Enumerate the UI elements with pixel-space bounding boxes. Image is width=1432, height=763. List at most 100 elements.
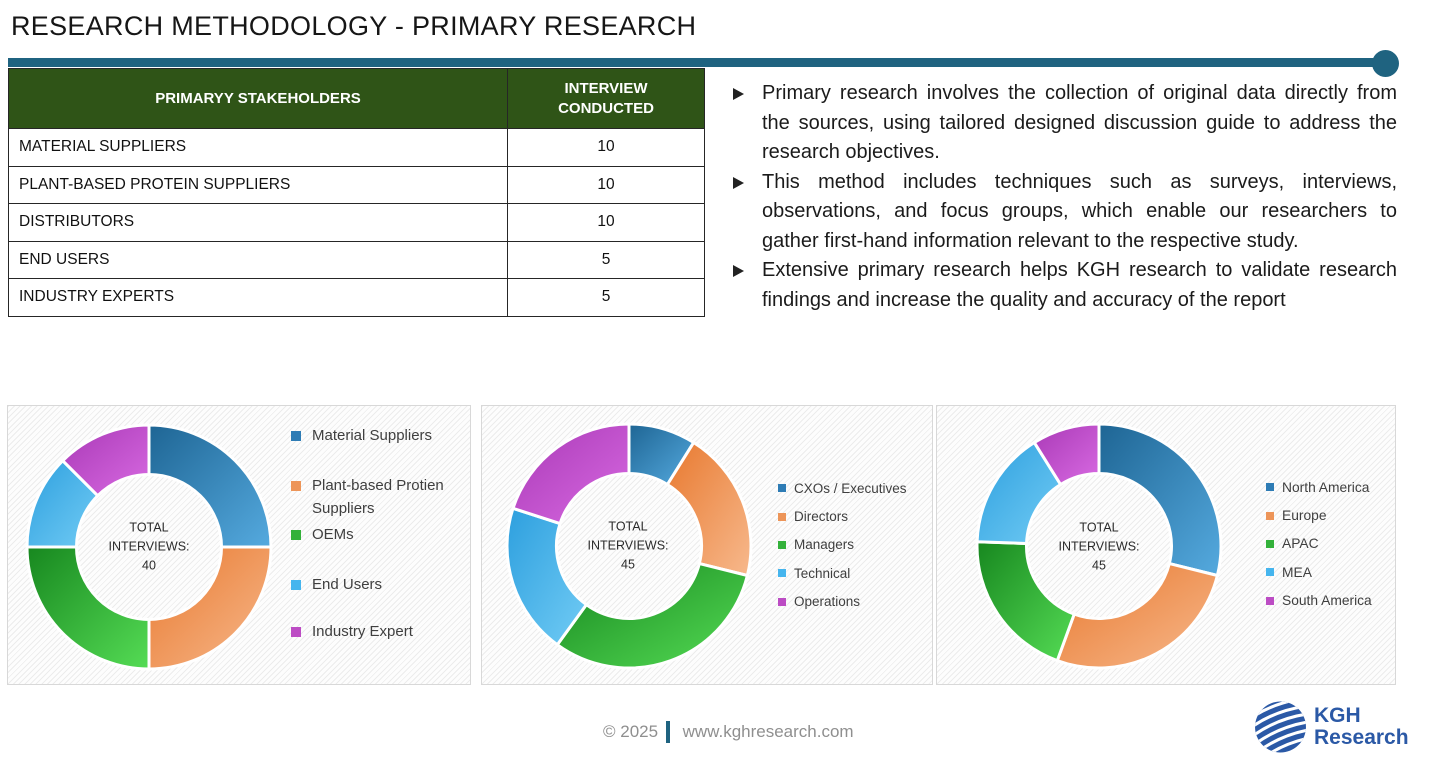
donut-slice-operations bbox=[511, 422, 631, 526]
designation-donut-chart bbox=[505, 422, 753, 670]
stakeholder-cell: PLANT-BASED PROTEIN SUPPLIERS bbox=[8, 165, 508, 204]
donut-slice-managers bbox=[555, 562, 749, 670]
title-divider-line bbox=[8, 58, 1376, 67]
legend-item: MEA bbox=[1266, 558, 1372, 586]
legend-item: Industry Expert bbox=[291, 620, 467, 643]
table-row: PLANT-BASED PROTEIN SUPPLIERS 10 bbox=[8, 165, 705, 204]
legend-label: MEA bbox=[1282, 564, 1312, 580]
donut-center-label: TOTAL INTERVIEWS: 45 bbox=[1058, 519, 1139, 576]
donut-slice-directors bbox=[665, 441, 753, 578]
stakeholder-table: PRIMARYY STAKEHOLDERS INTERVIEW CONDUCTE… bbox=[8, 68, 705, 317]
center-label-total: 45 bbox=[1092, 558, 1106, 573]
legend-swatch-icon bbox=[778, 484, 786, 493]
legend-item: Managers bbox=[778, 531, 907, 559]
designation-donut-panel: TOTAL INTERVIEWS: 45 CXOs / Executives D… bbox=[481, 405, 933, 685]
legend-swatch-icon bbox=[291, 481, 301, 491]
legend-label: APAC bbox=[1282, 536, 1319, 552]
footer-separator bbox=[666, 720, 670, 743]
stakeholder-donut-chart bbox=[25, 423, 273, 671]
donut-center-label: TOTAL INTERVIEWS: 45 bbox=[587, 518, 668, 575]
bullet-item: Primary research involves the collection… bbox=[731, 79, 1397, 168]
legend-label: Industry Expert bbox=[312, 623, 413, 640]
legend-item: Plant-based Protien Suppliers bbox=[291, 474, 467, 520]
table-header-row: PRIMARYY STAKEHOLDERS INTERVIEW CONDUCTE… bbox=[8, 68, 705, 129]
bullet-text: This method includes techniques such as … bbox=[762, 170, 1397, 252]
legend-label: South America bbox=[1282, 593, 1372, 609]
page-title: RESEARCH METHODOLOGY - PRIMARY RESEARCH bbox=[11, 11, 697, 41]
legend-item: End Users bbox=[291, 573, 467, 596]
bullet-item: This method includes techniques such as … bbox=[731, 168, 1397, 257]
legend-item: Directors bbox=[778, 502, 907, 530]
stakeholder-cell: INDUSTRY EXPERTS bbox=[8, 278, 508, 317]
table-row: INDUSTRY EXPERTS 5 bbox=[8, 278, 705, 317]
donut-slice-europe bbox=[1055, 562, 1219, 670]
region-legend: North America Europe APAC MEA South Amer… bbox=[1266, 473, 1372, 615]
legend-label: Material Suppliers bbox=[312, 427, 433, 444]
donut-slice-south-america bbox=[1032, 422, 1101, 487]
logo-line2: Research bbox=[1314, 726, 1409, 749]
legend-swatch-icon bbox=[291, 530, 301, 540]
region-donut-panel: TOTAL INTERVIEWS: 45 North America Europ… bbox=[936, 405, 1396, 685]
legend-label: Technical bbox=[794, 565, 851, 581]
center-label-line: TOTAL bbox=[1079, 520, 1119, 535]
stakeholder-cell: END USERS bbox=[8, 240, 508, 279]
center-label-line: INTERVIEWS: bbox=[108, 539, 190, 554]
table-row: END USERS 5 bbox=[8, 240, 705, 279]
legend-swatch-icon bbox=[1266, 511, 1274, 520]
legend-item: North America bbox=[1266, 473, 1372, 501]
center-label-line: INTERVIEWS: bbox=[587, 538, 669, 553]
legend-label: CXOs / Executives bbox=[794, 480, 907, 496]
kgh-research-logo: KGH Research bbox=[1253, 699, 1409, 755]
interview-count-cell: 10 bbox=[507, 203, 705, 242]
stakeholder-donut-panel: TOTAL INTERVIEWS: 40 Material Suppliers … bbox=[7, 405, 471, 685]
legend-item: Technical bbox=[778, 559, 907, 587]
interview-count-cell: 10 bbox=[507, 128, 705, 167]
table-header-stakeholders: PRIMARYY STAKEHOLDERS bbox=[8, 68, 508, 129]
footer: © 2025 www.kghresearch.com bbox=[603, 719, 854, 744]
stakeholder-cell: MATERIAL SUPPLIERS bbox=[8, 128, 508, 167]
legend-swatch-icon bbox=[1266, 568, 1274, 577]
interview-count-cell: 5 bbox=[507, 240, 705, 279]
legend-item: Operations bbox=[778, 588, 907, 616]
legend-swatch-icon bbox=[778, 540, 786, 549]
bullet-item: Extensive primary research helps KGH res… bbox=[731, 256, 1397, 315]
legend-label: OEMs bbox=[312, 526, 354, 543]
interview-count-cell: 5 bbox=[507, 278, 705, 317]
center-label-total: 40 bbox=[142, 558, 156, 573]
legend-label: Europe bbox=[1282, 508, 1327, 524]
legend-swatch-icon bbox=[1266, 539, 1274, 548]
table-header-interviews: INTERVIEW CONDUCTED bbox=[507, 68, 705, 129]
center-label-total: 45 bbox=[621, 557, 635, 572]
region-donut-chart bbox=[975, 422, 1223, 670]
interview-count-cell: 10 bbox=[507, 165, 705, 204]
bullet-text: Primary research involves the collection… bbox=[762, 82, 1397, 163]
legend-swatch-icon bbox=[1266, 596, 1274, 605]
legend-swatch-icon bbox=[291, 580, 301, 590]
logo-line1: KGH bbox=[1314, 703, 1361, 727]
legend-label: End Users bbox=[312, 576, 383, 593]
bullet-arrow-icon bbox=[731, 79, 762, 168]
bullet-arrow-icon bbox=[731, 168, 762, 257]
logo-wordmark: KGH Research bbox=[1314, 703, 1409, 750]
legend-item: South America bbox=[1266, 587, 1372, 615]
title-divider-end-dot bbox=[1372, 50, 1399, 77]
center-label-line: INTERVIEWS: bbox=[1058, 539, 1140, 554]
bullet-text: Extensive primary research helps KGH res… bbox=[762, 259, 1397, 311]
legend-label: Plant-based Protien Suppliers bbox=[312, 477, 444, 517]
stakeholder-cell: DISTRIBUTORS bbox=[8, 203, 508, 242]
legend-item: Europe bbox=[1266, 501, 1372, 529]
legend-label: Directors bbox=[794, 509, 849, 525]
legend-label: Managers bbox=[794, 537, 855, 553]
copyright-text: © 2025 bbox=[603, 721, 659, 741]
kgh-globe-icon bbox=[1253, 699, 1308, 755]
legend-item: Material Suppliers bbox=[291, 424, 467, 447]
legend-item: CXOs / Executives bbox=[778, 474, 907, 502]
table-row: DISTRIBUTORS 10 bbox=[8, 203, 705, 242]
legend-item: APAC bbox=[1266, 530, 1372, 558]
legend-label: Operations bbox=[794, 594, 861, 610]
center-label-line: TOTAL bbox=[608, 519, 648, 534]
donut-slice-north-america bbox=[1097, 422, 1223, 578]
legend-swatch-icon bbox=[291, 431, 301, 441]
legend-label: North America bbox=[1282, 479, 1370, 495]
